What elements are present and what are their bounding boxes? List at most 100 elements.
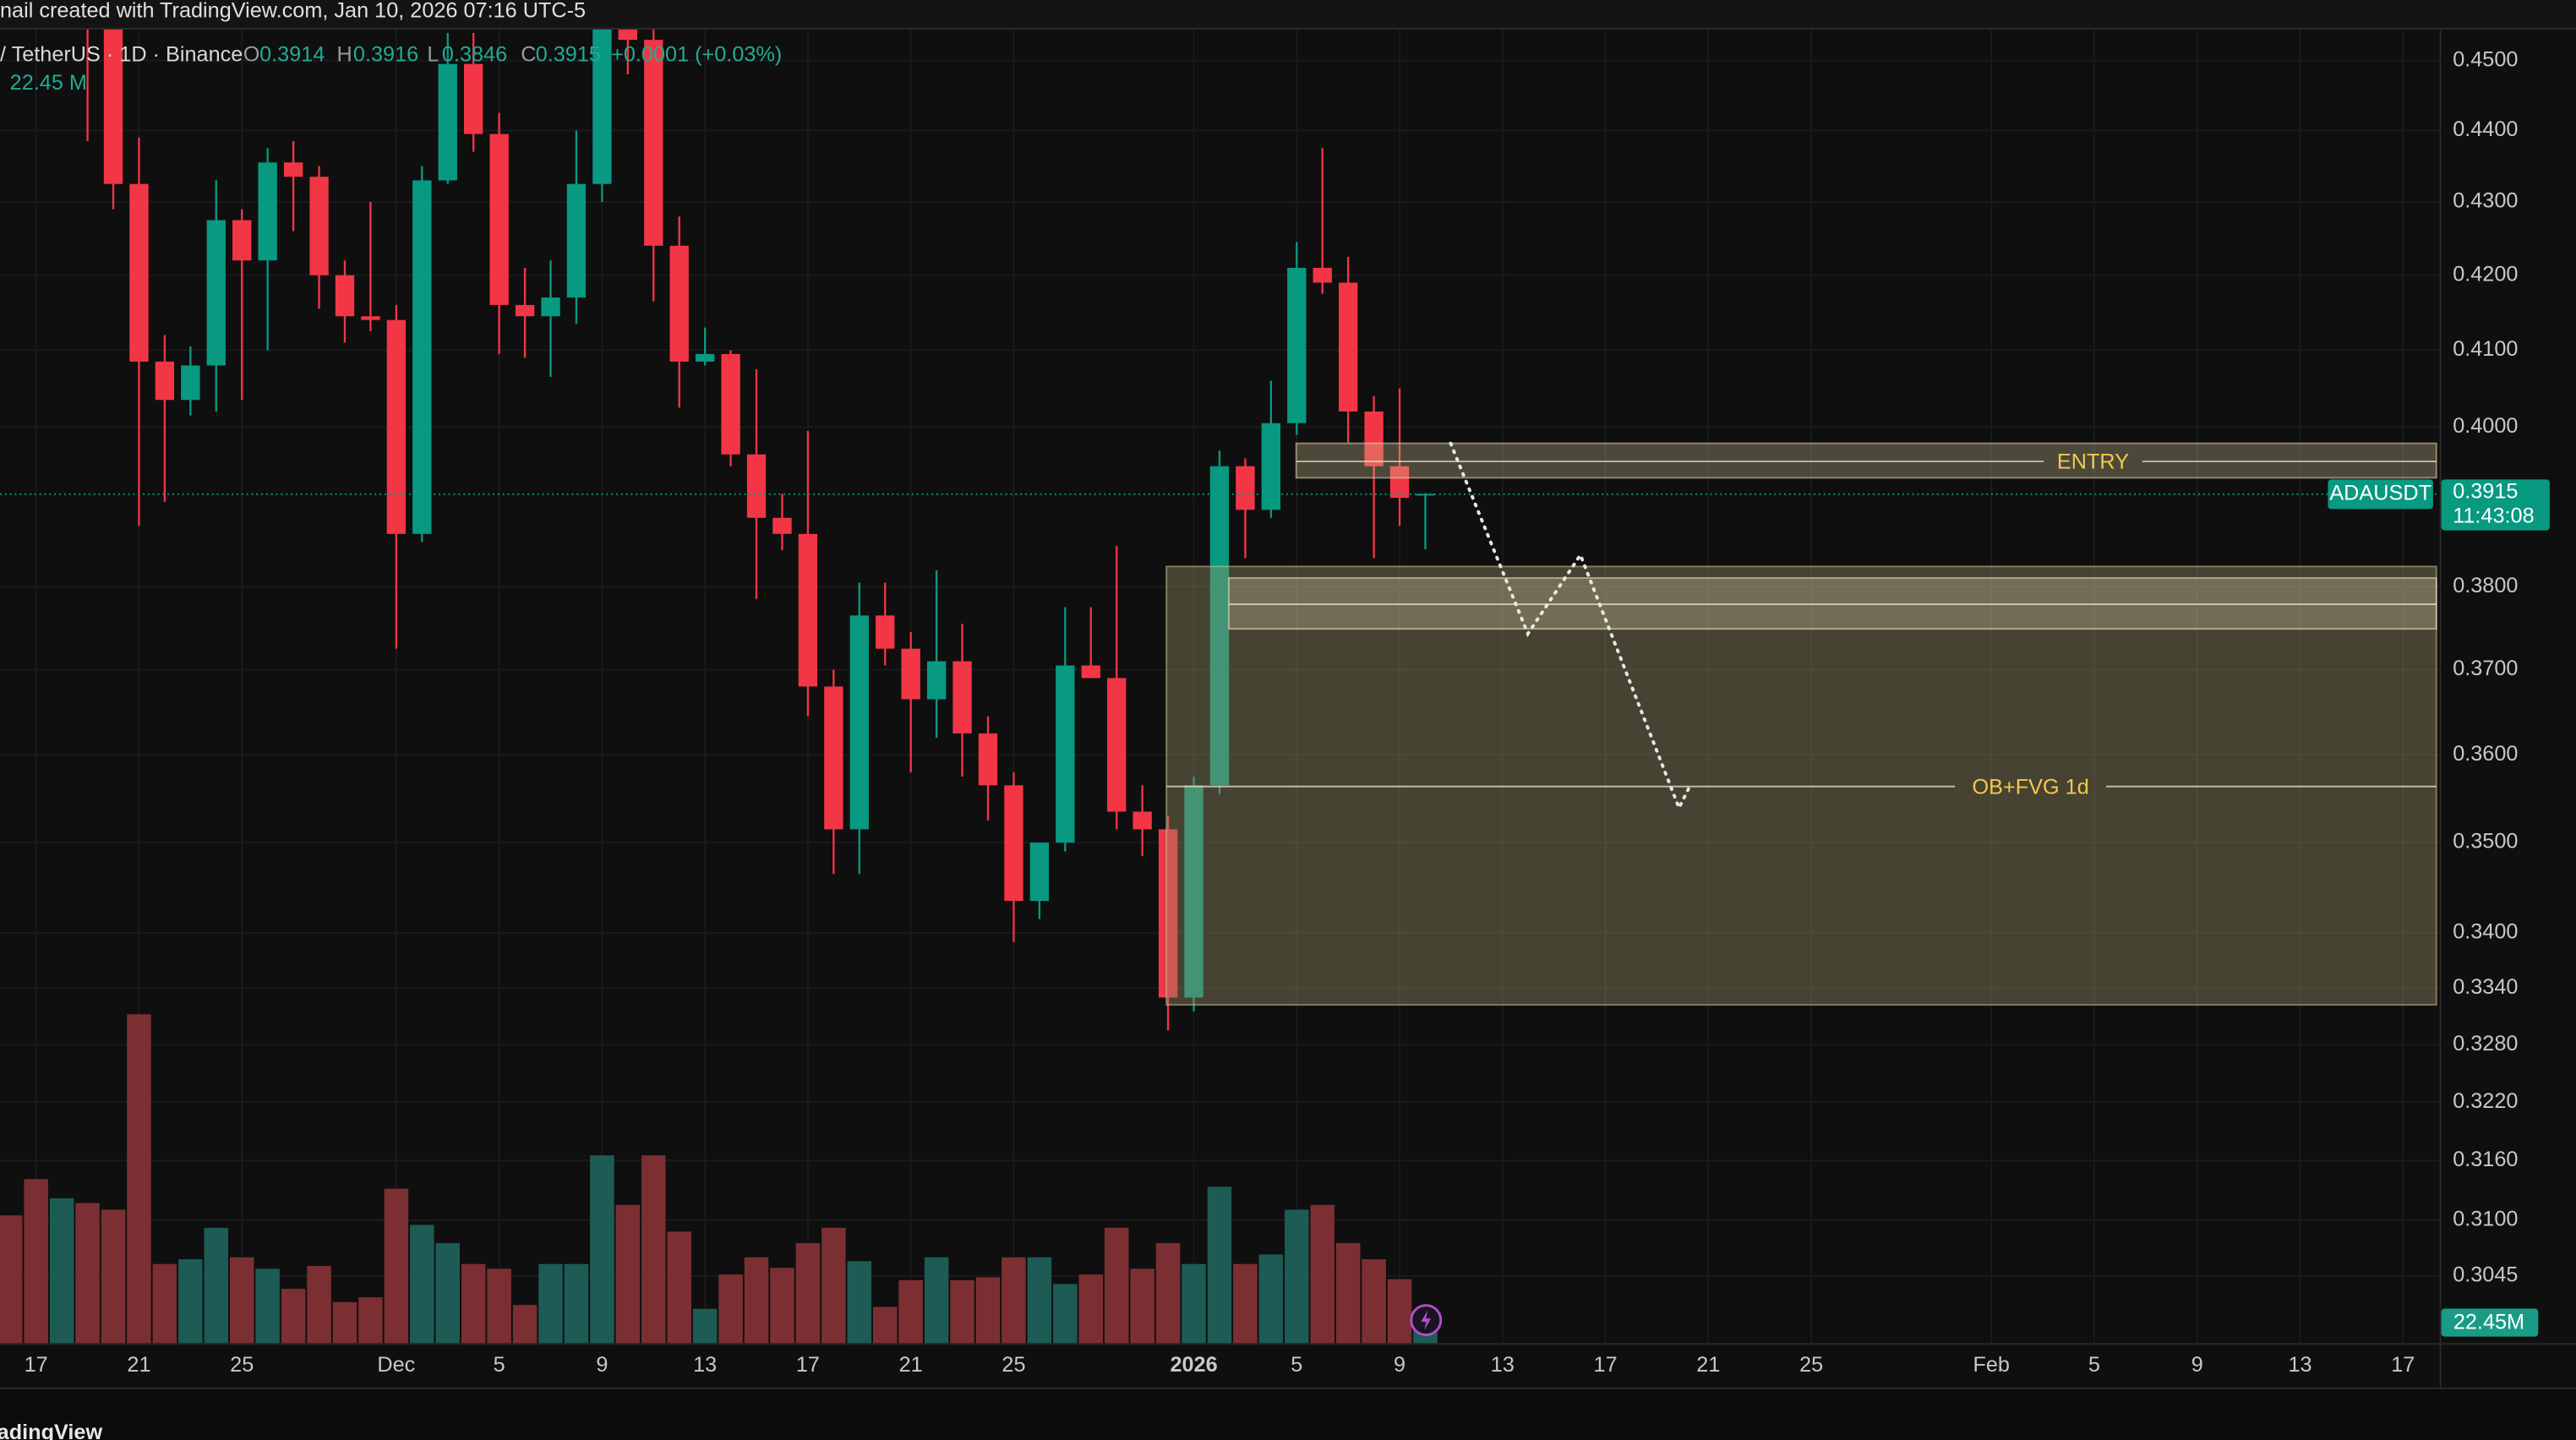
candle-body [592,29,612,184]
candle-body [386,319,407,534]
volume-pane [0,1014,1438,1344]
candle-body [1184,785,1203,998]
candle-body [926,661,947,700]
candle-body [232,220,252,261]
candle-body [438,63,457,181]
y-tick-label: 0.3600 [2453,742,2518,766]
x-tick-label: 5 [494,1353,505,1377]
candle-body [464,63,483,134]
header-text: nail created with TradingView.com, Jan 1… [0,0,586,22]
current-price: 0.3915 [2453,480,2518,504]
volume-bar [590,1155,614,1344]
volume-bar [204,1227,229,1344]
y-tick-label: 0.3800 [2453,574,2518,597]
candle-body [746,454,767,518]
volume-bar [692,1308,718,1344]
y-tick-label: 0.4400 [2453,117,2518,141]
x-tick-label: 17 [796,1353,820,1377]
candle-body [1004,785,1023,902]
candle-body [849,615,869,830]
volume-bar [75,1203,100,1344]
volume-bar [1233,1263,1258,1344]
volume-bar [1387,1279,1412,1344]
volume-bar [744,1257,769,1344]
symbol-tag: ADAUSDT [2329,482,2431,505]
volume-bar [1310,1204,1334,1344]
legend-letter: O [243,43,260,67]
candle-body [206,220,226,366]
candle-body [412,180,432,534]
candle-body [1081,665,1100,679]
y-tick-label: 0.3700 [2453,657,2518,680]
x-tick-label: 21 [1696,1353,1720,1377]
x-tick-label: 25 [1799,1353,1823,1377]
volume-bar [1258,1254,1284,1344]
y-tick-label: 0.3100 [2453,1208,2518,1231]
volume-bar [101,1209,126,1344]
volume-bar [1130,1268,1154,1344]
volume-bar [281,1289,306,1344]
volume-bar [384,1188,409,1344]
y-tick-label: 0.3340 [2453,975,2518,999]
symbol-tag-box [2328,479,2433,510]
legend-close: 0.3915 [536,43,601,67]
x-tick-label: 13 [2288,1353,2311,1377]
x-tick-label: 9 [1394,1353,1405,1377]
volume-bar [461,1263,486,1344]
volume-bar [1155,1242,1181,1344]
volume-bar [847,1261,872,1344]
candle-body [103,29,123,184]
candle-body [515,304,535,317]
current-price-box [2441,479,2550,531]
volume-bar [1053,1284,1078,1344]
volume-bar [255,1268,280,1344]
footer [0,1388,2576,1440]
volume-bar [332,1301,357,1344]
volume-bar [512,1305,538,1344]
y-tick-label: 0.4100 [2453,337,2518,361]
candle-body [824,686,843,830]
x-tick-label: 21 [127,1353,150,1377]
volume-bar [667,1231,691,1344]
legend-volume: 22.45 M [10,71,87,95]
candle-body [361,316,380,320]
candle-body [1261,423,1281,510]
legend-open: 0.3914 [259,43,325,67]
volume-bar [358,1297,383,1344]
volume-bar [770,1268,794,1344]
volume-bar [564,1263,589,1344]
entry-label: ENTRY [2057,450,2129,474]
y-tick-label: 0.4500 [2453,47,2518,71]
volume-bar [1285,1209,1309,1344]
y-tick-label: 0.4300 [2453,189,2518,213]
legend-high: 0.3916 [353,43,418,67]
x-tick-label: 17 [1594,1353,1618,1377]
candle-body [772,517,792,534]
logo: TradingView [0,1421,102,1440]
volume-bar [152,1263,177,1344]
x-tick-label: 25 [230,1353,254,1377]
volume-bar [898,1279,923,1344]
volume-tag: 22.45M [2453,1311,2524,1334]
candle-body [258,162,277,261]
candle-body [1029,843,1050,902]
candle-body [695,353,715,362]
candle-body [1287,267,1307,423]
candle-body [335,275,355,317]
volume-bar [127,1014,151,1344]
candle-body [1209,466,1230,786]
volume-bar [718,1274,743,1344]
candles [86,29,1435,1031]
x-tick-label: Dec [377,1353,415,1377]
candle-body [1313,267,1332,283]
legend-symbol: / TetherUS · 1D · Binance [0,43,243,67]
candle-body [129,183,149,362]
ob-fvg-label: OB+FVG 1d [1972,775,2088,799]
volume-bar [1078,1274,1104,1344]
candle-body [1056,665,1075,843]
volume-bar [924,1257,949,1344]
candle-body [541,297,560,317]
volume-bar [975,1277,1001,1344]
x-tick-label: 9 [596,1353,608,1377]
